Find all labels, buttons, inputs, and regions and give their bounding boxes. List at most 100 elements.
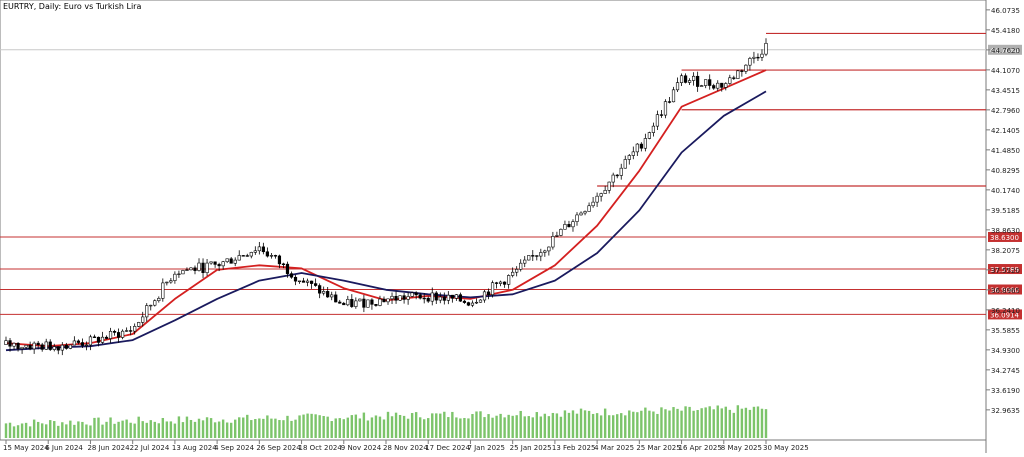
volume-bar [616,414,619,438]
candle-body [64,344,68,349]
volume-bar [587,410,591,438]
candle-body [350,299,354,307]
volume-bar [692,410,695,438]
volume-bar [523,416,526,438]
candle-body [36,342,40,346]
candle-body [16,342,20,349]
level-price-badge [988,264,1022,275]
candle-body [539,252,543,257]
price-tick-label: 35.5855 [991,327,1020,335]
volume-bar [704,407,707,438]
volume-bar [193,421,197,438]
volume-bar [603,408,607,438]
volume-bar [81,421,84,438]
candle-body [330,294,334,298]
candle-body [48,341,52,350]
volume-bar [551,412,555,438]
volume-bar [378,416,382,438]
candle-body [289,273,294,278]
date-tick-label: 4 Sep 2024 [214,444,254,452]
candle-body [205,262,209,273]
candle-body [599,193,603,197]
candle-body [354,300,358,307]
volume-bar [109,417,112,438]
candle-body [563,224,567,230]
volume-bar [250,420,253,438]
volume-bar [744,407,748,438]
volume-bar [708,406,711,438]
date-tick-label: 18 Oct 2024 [299,444,343,452]
candle-body [141,316,145,323]
candle-body [643,138,647,149]
candle-body [527,255,531,261]
volume-bar [535,412,538,438]
price-tick-label: 46.0735 [991,7,1020,15]
candle-body [125,330,129,332]
volume-bar [326,416,329,438]
candle-body [667,101,672,103]
price-tick-label: 32.9635 [991,407,1020,415]
volume-bar [724,406,727,438]
candle-body [555,235,559,237]
candle-body [297,280,302,283]
candle-body [213,261,217,265]
volume-bar [157,423,161,438]
candle-body [740,70,744,72]
volume-bar [475,411,478,438]
candle-body [462,300,467,303]
candle-body [575,214,579,222]
volume-bar [133,423,136,438]
volume-bar [362,412,366,438]
date-tick-label: 6 Jun 2024 [45,444,83,452]
volume-bar [491,417,494,438]
candle-body [386,298,390,303]
date-tick-label: 25 Jan 2025 [510,444,552,452]
candle-body [671,89,676,103]
candle-body [744,64,748,72]
candle-body [494,282,499,284]
volume-bar [53,421,56,438]
volume-bar [330,421,333,438]
volume-bar [382,419,386,438]
candle-body [12,342,16,347]
volume-bar [225,422,229,438]
candle-body [358,298,362,302]
level-price-badge [988,309,1022,320]
volume-bar [648,410,651,438]
candle-body [245,255,249,257]
price-tick-label: 36.8965 [991,287,1020,295]
candle-body [8,340,12,347]
candle-body [153,300,157,306]
volume-bar [149,420,152,438]
candle-body [116,332,121,338]
volume-bar [439,413,442,438]
price-tick-label: 40.1740 [991,187,1020,195]
volume-bar [660,407,663,438]
candle-body [88,336,93,346]
volume-bar [511,415,514,438]
volume-bar [49,420,52,438]
ma-fast-line [5,69,767,348]
volume-bar [463,417,466,438]
chart-title: EURTRY, Daily: Euro vs Turkish Lira [3,2,142,11]
price-tick-label: 36.2410 [991,307,1020,315]
candle-body [382,298,386,303]
candle-body [446,294,450,301]
date-tick-label: 9 Nov 2024 [341,444,382,452]
volume-bar [16,425,20,438]
candle-body [221,261,225,267]
candle-body [273,255,278,257]
volume-bar [752,406,756,438]
volume-bar [354,414,358,438]
candle-body [149,304,153,307]
price-tick-label: 45.4180 [991,27,1020,35]
candle-body [724,83,728,88]
candle-body [285,263,290,274]
candle-body [418,294,422,299]
candle-body [426,297,430,302]
price-tick-label: 43.4515 [991,87,1020,95]
candle-body [366,299,370,308]
candle-body [647,132,651,139]
